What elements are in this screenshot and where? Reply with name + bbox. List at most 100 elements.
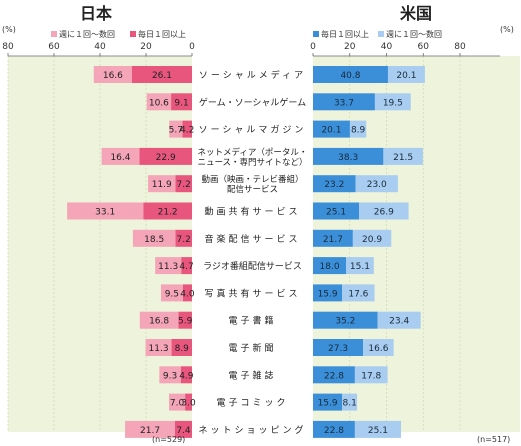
japan-bar-weekly [67,202,144,220]
us-unit-label: (%) [500,25,514,34]
us-bar-weekly [387,66,425,83]
japan-weekly-value: 11.9 [152,180,172,190]
japan-bar-daily [143,202,192,220]
japan-daily-value: 4.9 [179,371,194,381]
japan-weekly-value: 33.1 [95,208,115,218]
us-weekly-value: 20.9 [362,235,382,245]
us-bar-weekly [363,339,394,356]
japan-bar-daily [182,284,192,302]
us-bar-weekly [354,420,402,438]
us-bar-weekly [355,175,398,193]
japan-bar-weekly [159,366,181,384]
japan-bar-weekly [169,393,186,411]
us-bar-weekly [354,366,388,384]
us-bar-daily [313,229,353,247]
japan-bar-weekly [155,257,182,275]
japan-weekly-value: 10.6 [149,98,169,108]
japan-weekly-value: 16.4 [110,153,130,163]
us-bar-daily [313,257,347,275]
us-tick-label: 20 [344,42,356,52]
category-label: ラジオ番組配信サービス [203,260,302,272]
japan-bar-daily [139,147,192,165]
japan-daily-value: 22.9 [156,153,176,163]
us-legend-daily: 毎日１回以上 [321,29,369,39]
us-daily-value: 40.8 [340,71,360,81]
japan-bar-weekly [101,147,140,165]
category-label: ゲーム・ソーシャルゲーム [199,96,306,108]
us-bar-weekly [342,393,358,411]
japan-bar-weekly [169,120,183,138]
japan-weekly-value: 21.7 [140,426,160,436]
japan-bar-daily [180,366,192,384]
us-weekly-value: 23.4 [389,317,409,327]
japan-bar-daily [171,339,192,356]
japan-legend-swatch-weekly [51,31,57,37]
us-weekly-value: 17.6 [348,289,368,299]
japan-weekly-value: 9.5 [165,289,179,299]
japan-weekly-value: 18.5 [144,235,164,245]
japan-legend-daily: 毎日１回以上 [138,29,186,39]
japan-bar-daily [181,257,192,275]
japan-legend-weekly: 週に１回～数回 [59,29,115,39]
japan-bar-daily [182,120,192,138]
us-tick-label: 0 [310,42,316,52]
japan-bar-weekly [160,284,183,302]
japan-weekly-value: 7.0 [170,399,185,409]
us-bar-daily [313,202,360,220]
us-weekly-value: 8.1 [342,399,356,409]
us-daily-value: 21.7 [323,235,343,245]
us-bar-daily [313,284,343,302]
japan-bar-weekly [146,93,172,111]
category-label: ソーシャルマガジン [199,125,307,136]
us-bar-weekly [374,93,411,111]
us-daily-value: 23.2 [324,180,344,190]
us-daily-value: 35.2 [335,317,355,327]
us-bar-daily [313,420,355,438]
us-weekly-value: 15.1 [350,262,370,272]
category-label: ネットショッピング [198,424,306,436]
us-sample-note: (n=517) [477,435,510,444]
us-bar-weekly [346,257,374,275]
us-weekly-value: 21.5 [393,153,413,163]
us-tick-label: 40 [381,42,393,52]
category-label: ソーシャルメディア [199,69,306,81]
us-bar-daily [313,393,343,411]
us-daily-value: 18.0 [320,262,340,272]
japan-daily-value: 21.2 [158,208,178,218]
japan-bar-daily [175,229,192,247]
us-weekly-value: 23.0 [367,180,387,190]
category-label: 音楽配信サービス [204,233,300,245]
japan-sample-note: (n=529) [152,435,185,444]
category-label: 配信サービス [227,184,278,195]
japan-title: 日本 [80,4,112,23]
us-daily-value: 15.9 [318,399,338,409]
us-bar-weekly [383,147,423,165]
us-daily-value: 22.8 [324,371,344,381]
japan-tick-label: 40 [94,42,106,52]
japan-bar-daily [171,93,192,111]
category-label: 電子雑誌 [228,369,276,381]
japan-weekly-value: 9.3 [163,371,177,381]
japan-bar-weekly [125,420,175,438]
japan-daily-value: 26.1 [152,71,172,81]
japan-daily-value: 5.9 [178,317,193,327]
us-bar-daily [313,175,356,193]
us-daily-value: 27.3 [328,344,348,354]
us-daily-value: 20.1 [321,126,341,136]
japan-daily-value: 4.2 [180,126,194,136]
us-daily-value: 22.8 [324,426,344,436]
japan-weekly-value: 16.6 [103,71,123,81]
us-tick-label: 60 [418,42,430,52]
us-weekly-value: 17.8 [361,371,381,381]
us-bar-daily [313,147,384,165]
us-bar-weekly [349,120,367,138]
japan-weekly-value: 16.8 [149,317,169,327]
japan-bar-weekly [145,339,172,356]
japan-daily-value: 8.9 [175,344,190,354]
us-daily-value: 38.3 [338,153,358,163]
category-label: 電子書籍 [228,315,276,327]
japan-daily-value: 9.1 [174,98,188,108]
japan-weekly-value: 11.3 [158,262,178,272]
us-tick-label: 80 [454,42,466,52]
us-weekly-value: 25.1 [368,426,388,436]
